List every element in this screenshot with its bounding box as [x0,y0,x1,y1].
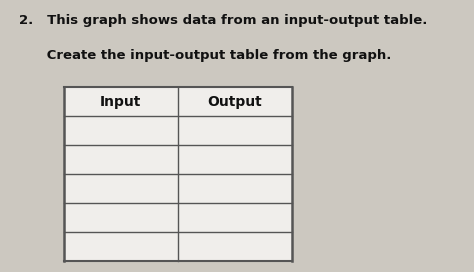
Text: Input: Input [100,95,142,109]
Text: 2.   This graph shows data from an input-output table.: 2. This graph shows data from an input-o… [19,14,428,27]
Text: Create the input-output table from the graph.: Create the input-output table from the g… [19,49,392,62]
Text: Output: Output [207,95,262,109]
Bar [64,87,292,261]
